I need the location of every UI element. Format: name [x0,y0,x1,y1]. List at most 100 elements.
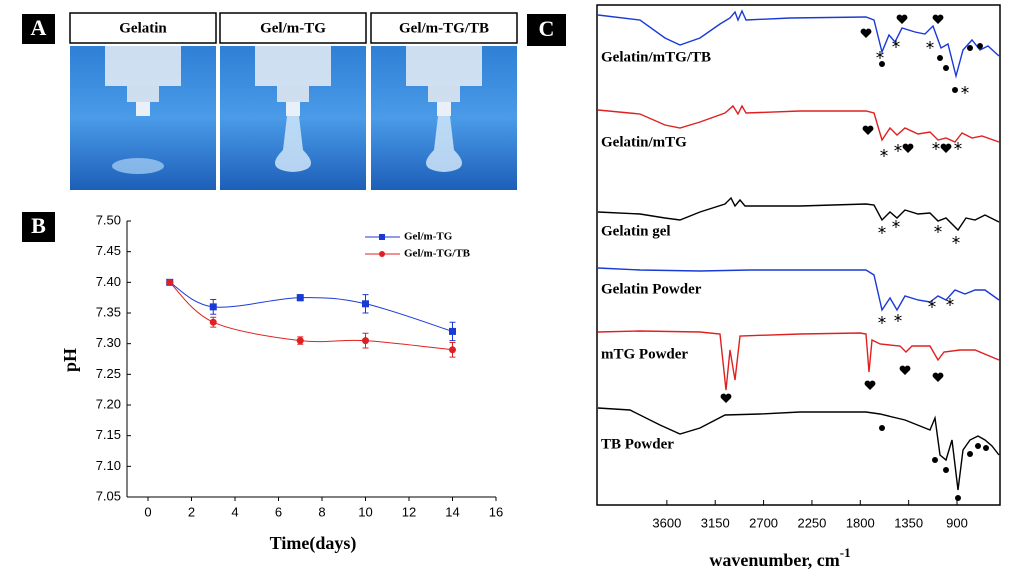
panel-label: A [31,15,47,40]
spectrum [597,104,1000,143]
x-axis-label: Time(days) [270,533,357,554]
peak-dot [955,495,961,501]
y-tick-label: 7.35 [96,304,121,319]
photo-label-box [69,12,217,44]
x-tick-label: 14 [445,504,459,519]
y-tick-label: 7.10 [96,458,121,473]
peak-star [878,316,886,324]
sample-label: mTG Powder [601,346,688,362]
syringe-tip [127,86,159,102]
peak-dot [967,451,973,457]
syringe-nozzle [437,102,451,116]
x-tick-label: 6 [275,504,282,519]
x-axis-label-superscript: -1 [840,545,851,560]
gel-strand [275,116,311,172]
legend-label: Gel/m-TG [404,231,453,243]
peak-dot [879,425,885,431]
peak-heart [860,28,872,38]
peak-star [876,51,884,59]
plot-frame [596,4,1001,506]
peak-dot [943,65,949,71]
panel-label: C [539,16,555,41]
peak-star [954,142,962,150]
y-tick-label: 7.30 [96,335,121,350]
panel-label-box [22,212,55,242]
peak-heart [720,393,732,403]
syringe [406,46,482,86]
peak-heart [932,14,944,24]
syringe-tip [277,86,309,102]
marker [449,327,456,335]
peak-dot [932,457,938,463]
peak-heart [940,143,952,153]
spectrum [597,267,1000,312]
droplet [112,158,164,174]
x-tick-label: 12 [402,504,416,519]
y-tick-label: 7.15 [96,427,121,442]
photo-label-box [370,12,518,44]
x-tick-label: 2 [188,504,195,519]
peak-dot [952,87,958,93]
x-tick-label: 3150 [701,515,730,530]
sample-label: Gelatin gel [601,223,671,239]
peak-heart [932,372,944,382]
marker [449,346,456,354]
x-tick-label: 2700 [749,515,778,530]
peak-dot [937,55,943,61]
spectrum [597,330,1000,391]
peak-dot [879,61,885,67]
peak-star [880,149,888,157]
x-tick-label: 1800 [846,515,875,530]
syringe-nozzle [286,102,300,116]
peak-heart [899,365,911,375]
sample-label: TB Powder [601,436,674,452]
peak-star [894,144,902,152]
peak-heart [862,125,874,135]
marker [362,337,369,345]
syringe [105,46,181,86]
x-axis-label: wavenumber, cm-1 [709,545,850,570]
y-tick-label: 7.45 [96,243,121,258]
series-line [169,281,453,351]
peak-star [934,225,942,233]
spectrum [597,9,1000,79]
y-tick-label: 7.05 [96,488,121,503]
legend-marker [379,251,385,257]
peak-dot [943,467,949,473]
peak-star [928,300,936,308]
x-tick-label: 3600 [652,515,681,530]
marker [296,294,304,302]
sample-label: Gelatin/mTG [601,134,687,150]
photo-label-box [219,12,367,44]
x-axis-label-text: wavenumber, cm [709,550,839,570]
legend-marker [379,234,385,240]
y-tick-label: 7.25 [96,366,121,381]
marker [166,278,174,286]
marker [209,303,217,311]
panel-label-box [22,14,55,44]
photo-label: Gel/m-TG [260,20,326,36]
photo-label: Gelatin [119,20,167,36]
x-tick-label: 4 [231,504,238,519]
y-axis-label: pH [60,348,80,372]
y-tick-label: 7.20 [96,396,121,411]
y-tick-label: 7.40 [96,274,121,289]
x-tick-label: 1350 [894,515,923,530]
peak-star [926,41,934,49]
panel-label: B [31,213,46,238]
peak-star [892,40,900,48]
x-tick-label: 0 [144,504,151,519]
peak-dot [975,443,981,449]
peak-heart [864,380,876,390]
photo-panel: Gelatin Gel/m-TG Gel/m-TG/TB [69,12,518,190]
marker [296,337,304,345]
peak-star [892,220,900,228]
panel-label-box [527,14,566,46]
x-tick-label: 8 [318,504,325,519]
peak-star [932,142,940,150]
x-tick-label: 2250 [797,515,826,530]
peak-dot [967,45,973,51]
peak-heart [896,14,908,24]
x-tick-label: 16 [489,504,503,519]
peak-star [961,86,969,94]
